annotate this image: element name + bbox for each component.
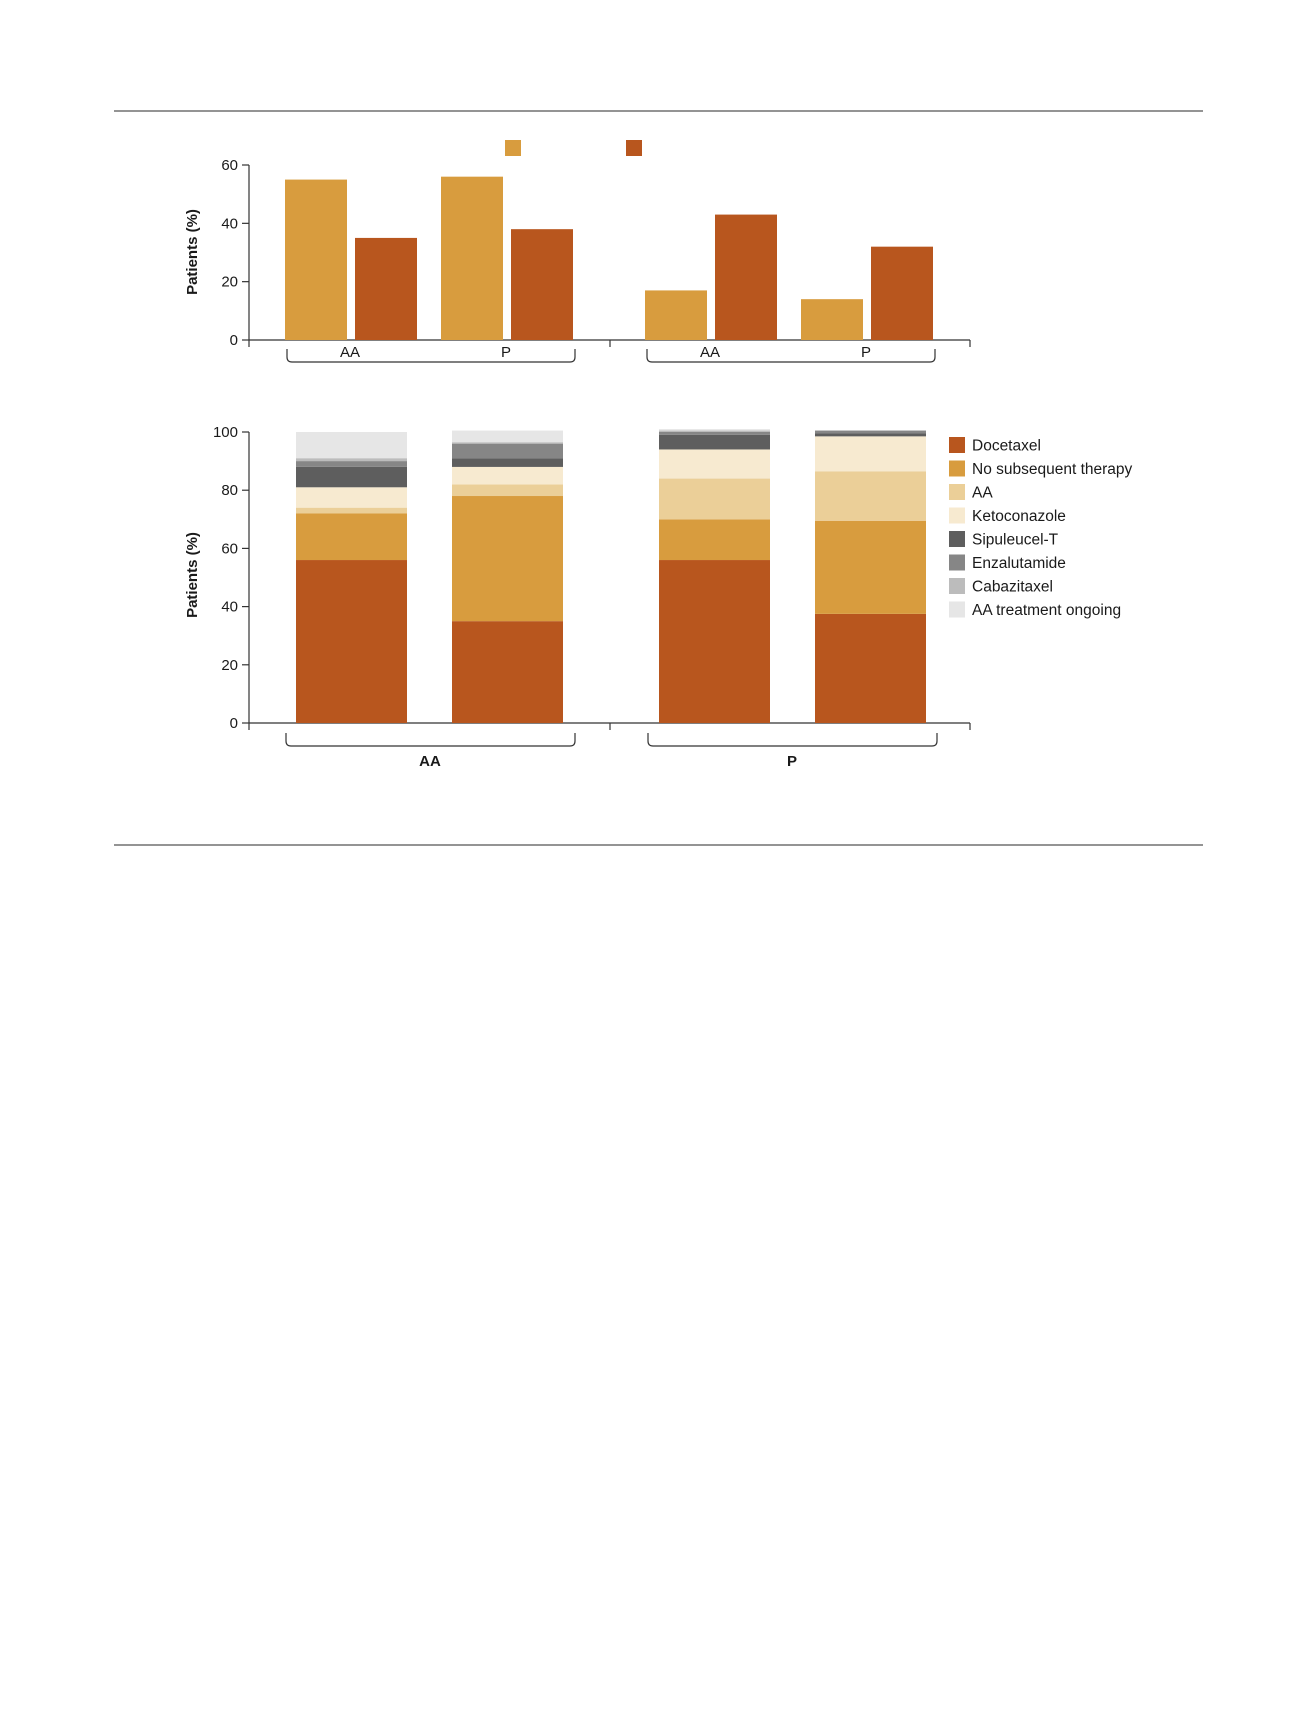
- stacked-segment: [452, 466, 563, 485]
- chart-top-y-ticks: 0 20 40 60: [221, 157, 249, 349]
- chart-top: Patients (%) 0 20 40 60 AA P AA P: [184, 140, 971, 363]
- stacked-segment: [815, 613, 926, 723]
- legend-label: No subsequent therapy: [972, 461, 1133, 478]
- y-tick-label: 40: [221, 215, 238, 232]
- stacked-segment: [296, 487, 407, 508]
- group-label: P: [861, 344, 871, 361]
- bar: [715, 214, 777, 340]
- bar: [645, 290, 707, 340]
- bar: [871, 246, 933, 340]
- stacked-segment: [452, 484, 563, 497]
- legend-label: Cabazitaxel: [972, 579, 1053, 596]
- legend-swatch: [949, 578, 965, 594]
- chart-bottom-stacked-bars: [296, 429, 926, 723]
- legend-label: Docetaxel: [972, 438, 1041, 455]
- stacked-segment: [659, 429, 770, 431]
- stacked-segment: [659, 449, 770, 479]
- stacked-segment: [296, 507, 407, 514]
- y-tick-label: 0: [230, 715, 238, 732]
- legend-label: Sipuleucel-T: [972, 532, 1059, 549]
- stacked-segment: [815, 433, 926, 437]
- stacked-segment: [815, 520, 926, 614]
- chart-top-group-brackets: AA P AA P: [286, 344, 936, 363]
- stacked-segment: [659, 560, 770, 723]
- legend-label: Ketoconazole: [972, 508, 1066, 525]
- bar: [511, 229, 573, 340]
- chart-top-bars: [285, 176, 933, 340]
- y-tick-label: 40: [221, 599, 238, 616]
- y-tick-label: 60: [221, 540, 238, 557]
- stacked-segment: [296, 432, 407, 459]
- bar: [801, 299, 863, 340]
- legend-swatch: [949, 601, 965, 618]
- chart-bottom-y-axis-label: Patients (%): [184, 532, 201, 618]
- stacked-segment: [296, 466, 407, 488]
- legend-swatch: [505, 140, 521, 156]
- group-bracket: [286, 349, 576, 363]
- group-bracket: [646, 349, 936, 363]
- legend-swatch: [626, 140, 642, 156]
- legend-label: Enzalutamide: [972, 555, 1066, 572]
- chart-top-y-axis-label: Patients (%): [184, 209, 201, 295]
- legend-swatch: [949, 507, 965, 524]
- chart-bottom-y-ticks: 0 20 40 60 80 100: [213, 424, 249, 732]
- group-bracket: [647, 733, 938, 747]
- group-bracket: [285, 733, 576, 747]
- stacked-segment: [296, 458, 407, 462]
- stacked-segment: [296, 513, 407, 561]
- legend-label: AA: [972, 485, 993, 502]
- stacked-segment: [815, 436, 926, 472]
- y-tick-label: 20: [221, 657, 238, 674]
- legend-swatch: [949, 460, 965, 477]
- y-tick-label: 60: [221, 157, 238, 174]
- chart-bottom: Patients (%) 0 20 40 60 80 100 AA P Docetaxel N…: [184, 424, 1133, 770]
- bar: [355, 237, 417, 340]
- stacked-segment: [452, 458, 563, 467]
- group-label: P: [501, 344, 511, 361]
- bar: [285, 179, 347, 340]
- legend-label: AA treatment ongoing: [972, 602, 1121, 619]
- y-tick-label: 0: [230, 332, 238, 349]
- chart-bottom-legend: Docetaxel No subsequent therapy AA Ketocona…: [949, 437, 1133, 619]
- stacked-segment: [452, 442, 563, 444]
- legend-swatch: [949, 484, 965, 500]
- stacked-segment: [659, 432, 770, 435]
- stacked-segment: [659, 434, 770, 450]
- stacked-segment: [452, 621, 563, 723]
- chart-bottom-group-brackets: AA P: [285, 733, 938, 770]
- chart-top-legend: [505, 140, 642, 156]
- legend-swatch: [949, 554, 965, 571]
- stacked-segment: [659, 430, 770, 432]
- stacked-segment: [452, 430, 563, 443]
- stacked-segment: [659, 478, 770, 520]
- bar: [441, 176, 503, 340]
- stacked-segment: [659, 519, 770, 561]
- legend-swatch: [949, 531, 965, 547]
- group-label: P: [787, 753, 797, 770]
- stacked-segment: [296, 560, 407, 723]
- stacked-segment: [452, 496, 563, 622]
- legend-swatch: [949, 437, 965, 453]
- stacked-segment: [815, 430, 926, 434]
- stacked-segment: [296, 461, 407, 467]
- y-tick-label: 80: [221, 482, 238, 499]
- group-label: AA: [340, 344, 360, 361]
- y-tick-label: 20: [221, 274, 238, 291]
- stacked-segment: [452, 443, 563, 459]
- y-tick-label: 100: [213, 424, 238, 441]
- group-label: AA: [419, 753, 441, 770]
- group-label: AA: [700, 344, 720, 361]
- stacked-segment: [815, 471, 926, 521]
